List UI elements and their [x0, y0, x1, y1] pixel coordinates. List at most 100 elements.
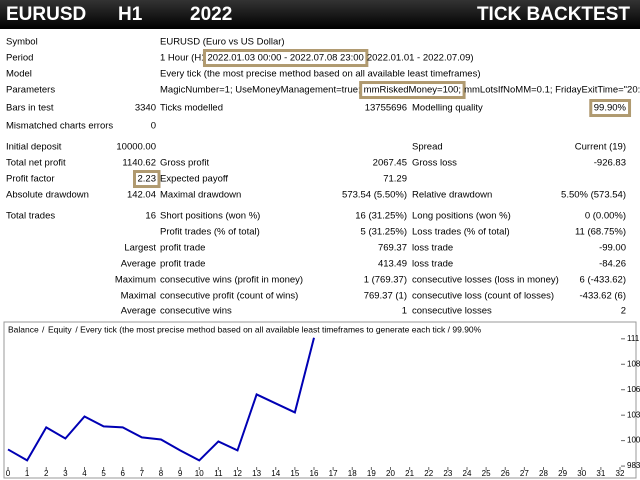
- stat-label: Maximal: [121, 291, 156, 302]
- x-tick-label: 17: [329, 469, 338, 478]
- stat-value: 11 (68.75%): [575, 227, 626, 238]
- x-tick-label: 11: [214, 469, 223, 478]
- stat-label: consecutive loss (count of losses): [412, 291, 554, 302]
- y-tick-label: 983: [627, 461, 640, 470]
- stat-value: 2.23: [138, 174, 157, 185]
- x-tick-label: 30: [577, 469, 586, 478]
- stat-value: 99.90%: [594, 103, 627, 114]
- x-tick-label: 32: [616, 469, 625, 478]
- stat-value: 0 (0.00%): [585, 211, 626, 222]
- field-label: Period: [6, 53, 33, 64]
- stat-label: loss trade: [412, 259, 453, 270]
- stat-label: consecutive profit (count of wins): [160, 291, 298, 302]
- x-tick-label: 3: [63, 469, 68, 478]
- stat-value: 16 (31.25%): [355, 211, 407, 222]
- legend-balance: Balance: [8, 324, 39, 334]
- stat-label: profit trade: [160, 243, 205, 254]
- stat-value: 3340: [135, 103, 156, 114]
- y-tick-label: 103: [627, 410, 640, 419]
- stat-label: Total trades: [6, 211, 55, 222]
- stat-label: Modelling quality: [412, 103, 483, 114]
- x-tick-label: 4: [82, 469, 87, 478]
- stat-label: Gross profit: [160, 158, 209, 169]
- stat-label: Profit factor: [6, 174, 55, 185]
- header-year: 2022: [190, 4, 232, 25]
- stat-value: -433.62 (6): [580, 291, 626, 302]
- stat-value: 1 (769.37): [364, 275, 407, 286]
- x-tick-label: 29: [558, 469, 567, 478]
- balance-line: [7, 337, 315, 462]
- x-tick-label: 24: [463, 469, 472, 478]
- stat-label: Average: [121, 306, 156, 317]
- field-value: EURUSD (Euro vs US Dollar): [160, 37, 285, 48]
- x-tick-label: 12: [233, 469, 242, 478]
- field-value: 2022.01.01 - 2022.07.09): [367, 53, 474, 64]
- stat-label: Initial deposit: [6, 142, 62, 153]
- header-timeframe: H1: [118, 4, 143, 25]
- stat-label: Expected payoff: [160, 174, 228, 185]
- x-tick-label: 27: [520, 469, 529, 478]
- stat-value: 16: [145, 211, 156, 222]
- header-bar: [0, 0, 640, 29]
- x-tick-label: 22: [424, 469, 433, 478]
- x-tick-label: 25: [482, 469, 491, 478]
- stat-value: 2067.45: [373, 158, 407, 169]
- x-tick-label: 23: [443, 469, 452, 478]
- y-tick-label: 100: [627, 436, 640, 445]
- stat-value: 573.54 (5.50%): [342, 190, 407, 201]
- legend-equity: Equity: [48, 324, 72, 334]
- y-tick-label: 111: [627, 334, 640, 343]
- field-value: MagicNumber=1; UseMoneyManagement=true;: [160, 85, 361, 96]
- stat-value: -926.83: [594, 158, 626, 169]
- stat-value: 10000.00: [116, 142, 156, 153]
- highlight-box: [202, 49, 369, 68]
- chart-subtitle: / Every tick (the most precise method ba…: [75, 324, 481, 334]
- header-symbol: EURUSD: [6, 4, 86, 25]
- stat-label: consecutive wins: [160, 306, 232, 317]
- stat-value: 13755696: [365, 103, 407, 114]
- field-label: Model: [6, 69, 32, 80]
- x-tick-label: 10: [195, 469, 204, 478]
- x-tick-label: 1: [25, 469, 30, 478]
- x-tick-label: 15: [290, 469, 299, 478]
- legend-separator: /: [42, 324, 45, 334]
- x-tick-label: 18: [348, 469, 357, 478]
- x-tick-label: 8: [159, 469, 164, 478]
- header-title: TICK BACKTEST: [477, 4, 630, 25]
- stat-label: Spread: [412, 142, 443, 153]
- stat-value: 142.04: [127, 190, 156, 201]
- stat-label: profit trade: [160, 259, 205, 270]
- stat-value: 5 (31.25%): [361, 227, 407, 238]
- stat-value: 5.50% (573.54): [561, 190, 626, 201]
- stat-label: Long positions (won %): [412, 211, 511, 222]
- field-value: mmRiskedMoney=100;: [364, 85, 461, 96]
- x-tick-label: 19: [367, 469, 376, 478]
- x-tick-label: 31: [596, 469, 605, 478]
- x-tick-label: 21: [405, 469, 414, 478]
- x-tick-label: 28: [539, 469, 548, 478]
- x-tick-label: 13: [252, 469, 261, 478]
- stat-label: consecutive wins (profit in money): [160, 275, 303, 286]
- stat-label: Absolute drawdown: [6, 190, 89, 201]
- highlight-box: [359, 81, 466, 100]
- stat-value: -99.00: [599, 243, 626, 254]
- x-tick-label: 16: [310, 469, 319, 478]
- stat-value: 6 (-433.62): [580, 275, 626, 286]
- stat-value: 1: [402, 306, 407, 317]
- stat-value: -84.26: [599, 259, 626, 270]
- stat-label: Loss trades (% of total): [412, 227, 510, 238]
- stat-label: Relative drawdown: [412, 190, 492, 201]
- field-value: Every tick (the most precise method base…: [160, 69, 481, 80]
- stat-label: Gross loss: [412, 158, 457, 169]
- stat-label: Maximal drawdown: [160, 190, 241, 201]
- stat-label: Total net profit: [6, 158, 66, 169]
- x-tick-label: 7: [140, 469, 145, 478]
- x-tick-label: 5: [101, 469, 106, 478]
- highlight-box: [133, 170, 161, 189]
- stat-value: 769.37: [378, 243, 407, 254]
- stat-label: Bars in test: [6, 103, 54, 114]
- field-label: Symbol: [6, 37, 38, 48]
- stat-label: Maximum: [115, 275, 156, 286]
- chart-frame: [3, 321, 637, 479]
